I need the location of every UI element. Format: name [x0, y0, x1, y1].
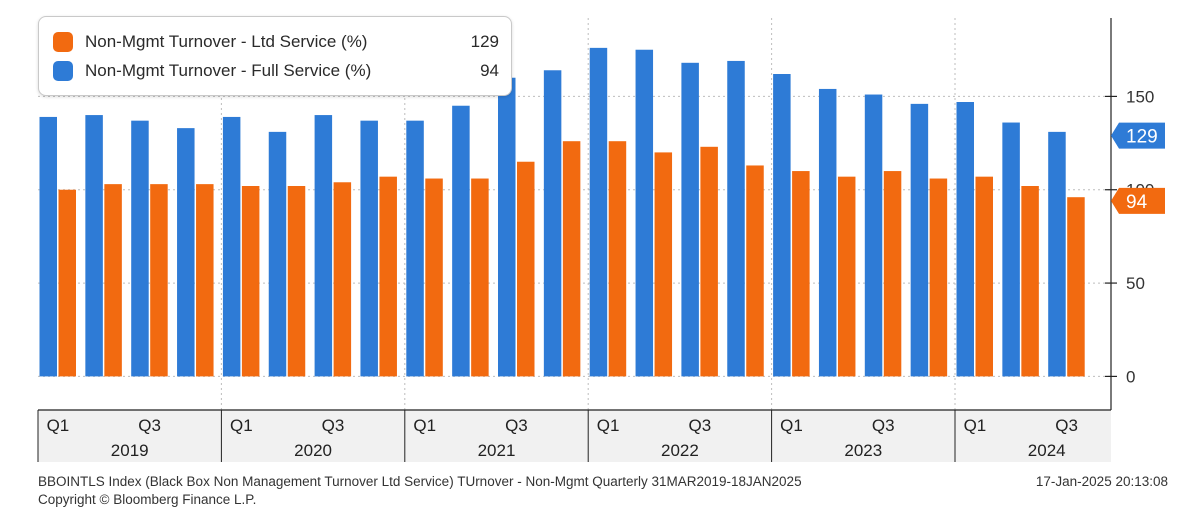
legend-label: Non-Mgmt Turnover - Ltd Service (%): [85, 32, 368, 51]
last-value-marker: [1111, 122, 1165, 149]
bars: [39, 47, 1085, 377]
bar-full-service: [956, 102, 974, 377]
x-year-label: 2019: [111, 441, 149, 460]
x-year-label: 2024: [1028, 441, 1066, 460]
bar-ltd-service: [746, 165, 764, 377]
bar-ltd-service: [150, 184, 168, 377]
bar-full-service: [818, 88, 837, 377]
bar-ltd-service: [425, 178, 443, 377]
x-quarter-label: Q3: [872, 416, 895, 435]
bar-ltd-service: [654, 152, 673, 377]
bar-full-service: [131, 120, 149, 377]
x-year-label: 2023: [844, 441, 882, 460]
bar-full-service: [1002, 122, 1020, 377]
bar-full-service: [864, 94, 883, 377]
bar-full-service: [543, 70, 562, 377]
x-year-label: 2022: [661, 441, 699, 460]
bar-full-service: [268, 131, 287, 377]
bar-ltd-service: [929, 178, 948, 377]
x-quarter-label: Q1: [964, 416, 987, 435]
x-quarter-label: Q3: [505, 416, 528, 435]
bar-full-service: [39, 116, 57, 377]
bar-ltd-service: [1067, 197, 1085, 377]
x-axis: Q1 Q3 Q1 Q3 Q1 Q3 Q1 Q3 Q1 Q3 Q1 Q3 2019 2020 2021 2022…: [37, 409, 1111, 462]
x-quarter-label: Q1: [413, 416, 436, 435]
x-year-label: 2021: [478, 441, 516, 460]
bar-full-service: [314, 115, 333, 377]
bar-ltd-service: [333, 182, 352, 377]
legend-label: Non-Mgmt Turnover - Full Service (%): [85, 61, 372, 80]
x-quarter-label: Q1: [780, 416, 803, 435]
legend-swatch-orange: [53, 32, 73, 52]
bar-ltd-service: [700, 146, 718, 377]
bar-ltd-service: [562, 141, 581, 377]
bar-ltd-service: [379, 176, 397, 377]
bar-full-service: [85, 115, 103, 377]
footer-copyright: Copyright © Bloomberg Finance L.P.: [38, 492, 257, 507]
bar-full-service: [910, 103, 929, 377]
legend-value: 94: [480, 61, 499, 80]
x-quarter-label: Q3: [688, 416, 711, 435]
bar-full-service: [360, 120, 378, 377]
bar-full-service: [773, 74, 791, 377]
bar-full-service: [406, 120, 424, 377]
y-tick-label: 150: [1126, 87, 1154, 106]
last-value-label: 94: [1126, 192, 1148, 213]
legend-value: 129: [470, 32, 499, 51]
bar-ltd-service: [471, 178, 489, 377]
last-value-marker: [1111, 187, 1165, 214]
y-tick-label: 0: [1126, 367, 1135, 386]
bar-ltd-service: [608, 141, 627, 377]
bar-ltd-service: [104, 184, 122, 377]
x-axis-band: [38, 410, 1111, 462]
bar-ltd-service: [58, 189, 76, 377]
legend-item-full-service[interactable]: Non-Mgmt Turnover - Full Service (%) 94: [53, 58, 499, 84]
y-tick-label: 50: [1126, 274, 1145, 293]
bar-ltd-service: [883, 171, 902, 377]
bar-full-service: [222, 116, 241, 377]
bar-full-service: [635, 49, 654, 377]
x-quarter-label: Q1: [597, 416, 620, 435]
bar-ltd-service: [287, 186, 306, 377]
bar-ltd-service: [975, 176, 993, 377]
x-year-label: 2020: [294, 441, 332, 460]
x-quarter-label: Q1: [47, 416, 70, 435]
bar-ltd-service: [837, 176, 856, 377]
bar-full-service: [1048, 131, 1066, 377]
legend-item-ltd-service[interactable]: Non-Mgmt Turnover - Ltd Service (%) 129: [53, 29, 499, 55]
last-value-label: 129: [1126, 127, 1158, 148]
x-quarter-label: Q3: [138, 416, 161, 435]
legend: Non-Mgmt Turnover - Ltd Service (%) 129 …: [38, 16, 512, 96]
footer-timestamp: 17-Jan-2025 20:13:08: [1035, 474, 1168, 489]
footer-description: BBOINTLS Index (Black Box Non Management…: [38, 474, 802, 489]
bar-full-service: [727, 60, 745, 377]
bar-full-service: [681, 62, 699, 377]
bar-full-service: [452, 105, 470, 377]
bar-ltd-service: [517, 161, 535, 377]
last-value-markers: 129 94: [1111, 122, 1165, 214]
legend-swatch-blue: [53, 61, 73, 81]
x-quarter-label: Q3: [322, 416, 345, 435]
bar-full-service: [177, 128, 195, 377]
x-quarter-label: Q1: [230, 416, 253, 435]
bar-full-service: [498, 77, 516, 377]
bar-ltd-service: [241, 186, 260, 377]
bar-ltd-service: [1021, 186, 1039, 377]
bar-ltd-service: [792, 171, 810, 377]
bar-ltd-service: [196, 184, 214, 377]
bar-full-service: [589, 47, 608, 377]
x-quarter-label: Q3: [1055, 416, 1078, 435]
